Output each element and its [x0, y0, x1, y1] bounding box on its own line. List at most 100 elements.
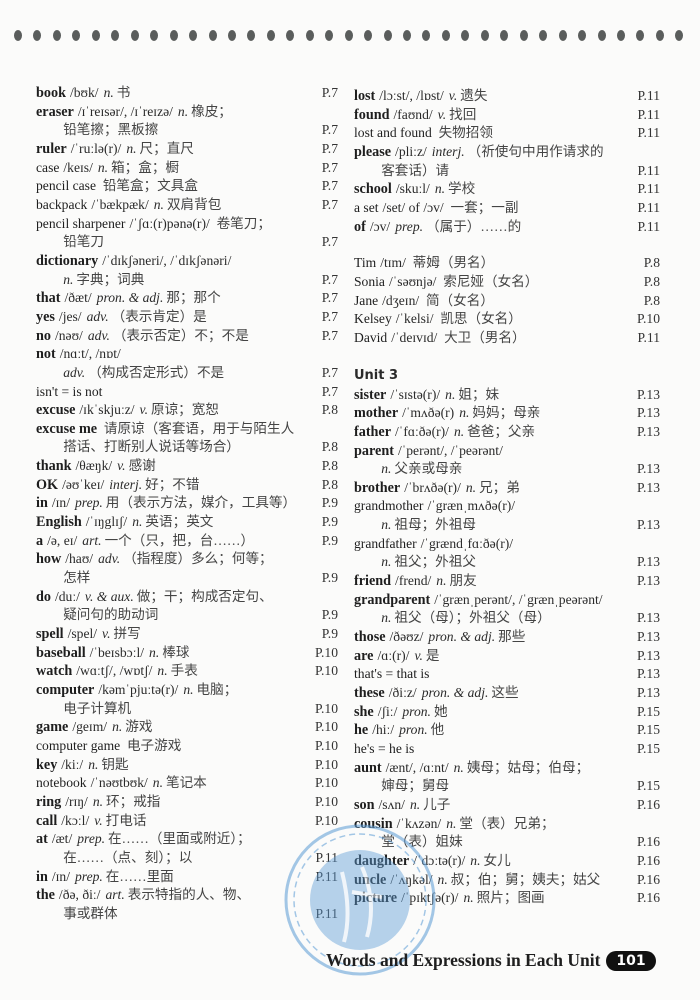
- page-reference: P.16: [636, 871, 660, 887]
- page-reference: P.7: [321, 383, 338, 399]
- page-reference: P.11: [637, 88, 660, 103]
- meaning: 儿子: [423, 796, 451, 812]
- headword: dictionary: [36, 252, 99, 269]
- page-reference: P.15: [636, 703, 660, 719]
- vocab-entry: these/ðiːz/pron. & adj. 这些 P.13: [354, 684, 660, 703]
- meaning: 用（表示方法，媒介，工具等）: [105, 495, 297, 511]
- meaning: 环；戒指: [106, 793, 161, 809]
- vocab-entry: case/keɪs/n. 箱；盒；橱 P.7: [36, 159, 338, 178]
- headword: please: [354, 143, 392, 160]
- headword: school: [354, 181, 392, 198]
- part-of-speech: n.: [153, 196, 164, 212]
- binding-hole: [150, 30, 159, 41]
- vocab-entry: Sonia/ˈsəʊnjə/ 索尼娅（女名） P.8: [354, 273, 660, 292]
- meaning: 简（女名）: [425, 292, 494, 308]
- headword: ring: [36, 793, 62, 810]
- vocab-entry: lost and found 失物招领 P.11: [354, 124, 660, 143]
- meaning: 妈妈；母亲: [472, 405, 541, 421]
- vocab-entry: Tim/tɪm/ 蒂姆（男名） P.8: [354, 254, 660, 273]
- vocab-entry: computer/kəmˈpjuːtə(r)/ n. 电脑； 电子计算机 P.10: [36, 681, 338, 718]
- meaning: 原谅；宽恕: [150, 402, 219, 418]
- part-of-speech: prep.: [77, 831, 106, 847]
- vocab-entry: Kelsey/ˈkelsi/ 凯思（女名） P.10: [354, 310, 660, 329]
- phonetic: /ðə, ðiː/: [58, 887, 101, 903]
- vocab-entry: grandfather/ˈgrændˌfɑːðə(r)/ n. 祖父；外祖父 P.13: [354, 535, 660, 572]
- vocab-entry: how/haʊ/adv. （指程度）多么；何等； 怎样 P.9: [36, 550, 338, 587]
- page-reference: P.10: [314, 756, 338, 772]
- phonetic: /ˈmʌðə(r): [402, 405, 455, 421]
- part-of-speech: pron.: [402, 703, 431, 719]
- binding-hole: [403, 30, 411, 41]
- vocab-entry: school/skuːl/n. 学校 P.11: [354, 180, 660, 199]
- meaning-continued: 祖母；外祖母: [394, 517, 476, 533]
- meaning: （表示否定）不；不是: [112, 327, 249, 343]
- binding-hole: [247, 30, 256, 41]
- headword: computer game: [36, 737, 121, 753]
- headword: he's = he is: [354, 741, 415, 756]
- phonetic: /ˈkʌzən/: [396, 815, 442, 831]
- page-reference: P.13: [636, 386, 660, 402]
- binding-hole: [578, 30, 587, 41]
- headword: grandmother: [354, 498, 424, 514]
- part-of-speech: pron.: [399, 722, 428, 738]
- binding-hole: [364, 30, 373, 41]
- meaning: 大卫（男名）: [444, 329, 526, 345]
- headword: computer: [36, 682, 95, 698]
- page-reference: P.7: [321, 159, 338, 175]
- binding-hole: [52, 30, 61, 41]
- page-reference: P.10: [314, 793, 338, 809]
- part-of-speech: n.: [459, 405, 470, 421]
- vocab-entry: uncle/ˈʌŋkəl/n. 叔；伯；舅；姨夫；姑父 P.16: [354, 871, 660, 890]
- meaning: 橡皮；: [191, 103, 232, 119]
- page-reference: P.13: [636, 629, 660, 645]
- part-of-speech: art.: [105, 887, 125, 903]
- binding-hole: [14, 30, 22, 41]
- headword: Kelsey: [354, 311, 392, 327]
- page-footer: Words and Expressions in Each Unit 101: [326, 950, 656, 971]
- part-of-speech: n.: [445, 386, 456, 402]
- vocab-entry: watch/wɑːtʃ/, /wɒtʃ/n. 手表 P.10: [36, 662, 338, 681]
- meaning: 箱；盒；橱: [111, 159, 180, 175]
- phonetic: /tɪm/: [380, 255, 406, 271]
- vocab-entry: cousin/ˈkʌzən/n. 堂（表）兄弟； 堂（表）姐妹 P.16: [354, 815, 660, 852]
- binding-hole: [111, 30, 120, 41]
- phonetic: /ˈbrʌðə(r)/: [404, 479, 461, 495]
- headword: mother: [354, 405, 399, 422]
- part-of-speech: interj.: [431, 143, 465, 159]
- meaning: 英语；英文: [145, 514, 214, 530]
- headword: lost: [354, 88, 376, 104]
- page-reference: P.9: [321, 626, 338, 642]
- binding-hole: [383, 30, 392, 41]
- page-reference: P.9: [321, 532, 338, 548]
- headword: sister: [354, 386, 387, 403]
- part-of-speech: n.: [112, 719, 123, 735]
- vocab-entry: found/faʊnd/v. 找回 P.11: [354, 106, 660, 125]
- meaning-continued: 疑问句的助动词: [63, 607, 159, 623]
- phonetic: /ðəʊz/: [389, 629, 424, 645]
- page-reference: P.16: [636, 796, 660, 812]
- meaning: 棒球: [162, 644, 190, 660]
- phonetic: /nəʊ/: [54, 327, 83, 343]
- binding-hole: [305, 30, 314, 41]
- phonetic: /ˈkelsi/: [395, 311, 434, 327]
- meaning: （表示肯定）是: [111, 308, 207, 324]
- headword: a: [36, 532, 44, 549]
- meaning: 笔记本: [166, 775, 207, 791]
- meaning-continued: 铅笔刀: [63, 234, 104, 250]
- phonetic: /pliːz/: [395, 143, 427, 159]
- headword: spell: [36, 626, 64, 643]
- phonetic: /ˈgrændˌfɑːðə(r)/: [420, 535, 514, 551]
- page-reference: P.11: [637, 162, 660, 178]
- phonetic: /ˈdɪkʃəneri/, /ˈdɪkʃənəri/: [102, 252, 232, 268]
- meaning: 游戏: [125, 719, 153, 735]
- meaning: 堂（表）兄弟；: [459, 815, 555, 831]
- headword: friend: [354, 573, 392, 590]
- part-of-speech: pron. & adj.: [428, 629, 496, 645]
- binding-hole: [344, 30, 353, 41]
- vocab-entry: David/ˈdeɪvɪd/ 大卫（男名） P.11: [354, 329, 660, 348]
- vocab-entry: eraser/ɪˈreɪsər/, /ɪˈreɪzə/n. 橡皮； 铅笔擦；黑板擦 P…: [36, 103, 338, 140]
- headword: father: [354, 423, 392, 440]
- vocab-entry: ruler/ˈruːlə(r)/n. 尺；直尺 P.7: [36, 140, 338, 159]
- vocab-entry: that/ðæt/pron. & adj. 那；那个 P.7: [36, 289, 338, 308]
- headword: pencil case: [36, 178, 97, 194]
